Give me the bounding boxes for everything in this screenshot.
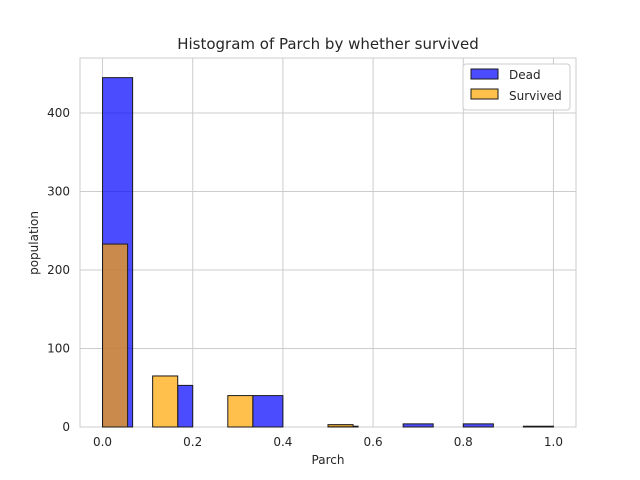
- bar-dead: [177, 384, 194, 428]
- y-tick-label: 200: [47, 263, 70, 277]
- legend-swatch-survived: [470, 88, 499, 100]
- plot-area: [79, 57, 577, 428]
- bar-dead: [522, 425, 554, 428]
- y-tick-label: 400: [47, 106, 70, 120]
- legend-label-survived: Survived: [509, 89, 562, 103]
- x-axis-label: Parch: [312, 453, 345, 467]
- x-tick-label: 1.0: [544, 435, 563, 449]
- y-axis-label: population: [27, 211, 41, 275]
- bar-survived: [102, 243, 129, 428]
- bars: [102, 77, 554, 428]
- bar-survived: [152, 375, 179, 428]
- y-tick-label: 0: [62, 420, 70, 434]
- y-tick-label: 100: [47, 341, 70, 355]
- y-tick-label: 300: [47, 184, 70, 198]
- x-tick-label: 0.6: [364, 435, 383, 449]
- y-tick-labels: 0 100 200 300 400: [47, 106, 70, 434]
- x-tick-label: 0.8: [454, 435, 473, 449]
- x-tick-label: 0.0: [93, 435, 112, 449]
- chart-title: Histogram of Parch by whether survived: [177, 35, 479, 53]
- legend-label-dead: Dead: [509, 68, 541, 82]
- x-tick-labels: 0.0 0.2 0.4 0.6 0.8 1.0: [93, 435, 563, 449]
- bar-survived: [327, 424, 354, 428]
- x-tick-label: 0.2: [183, 435, 202, 449]
- bar-dead: [402, 423, 434, 428]
- x-tick-label: 0.4: [273, 435, 292, 449]
- legend-swatch-dead: [470, 68, 499, 80]
- legend: Dead Survived: [462, 63, 571, 111]
- bar-dead: [462, 423, 494, 428]
- bar-survived: [227, 395, 254, 428]
- bar-dead: [252, 395, 284, 428]
